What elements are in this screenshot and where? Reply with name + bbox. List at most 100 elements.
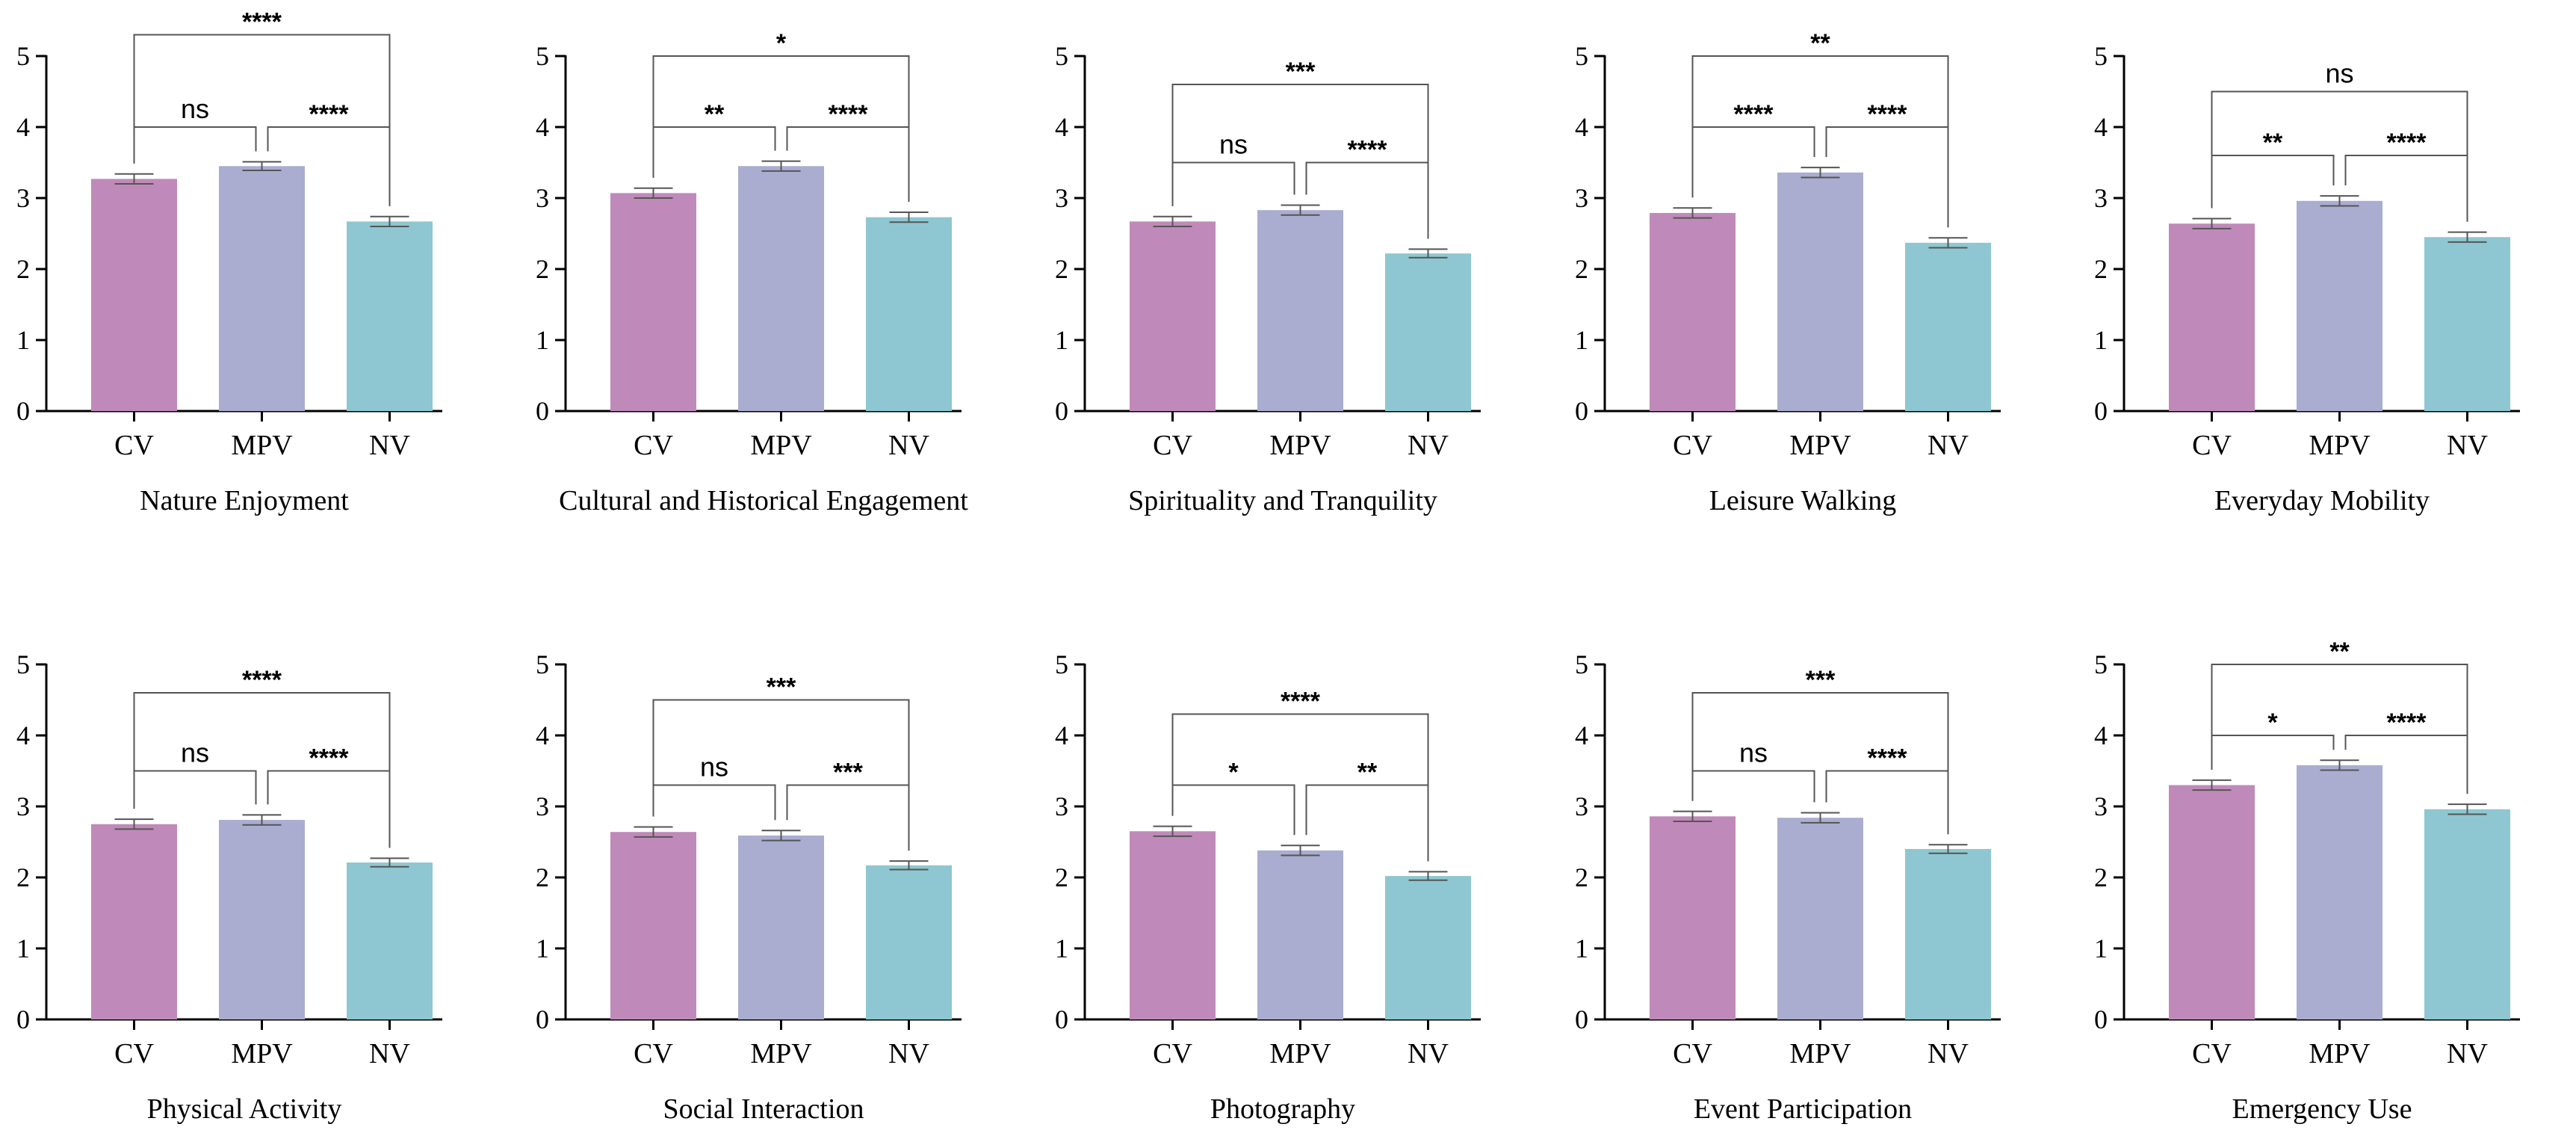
chart-title: Emergency Use [2232, 1093, 2412, 1125]
error-bar [2447, 803, 2487, 815]
y-tick-label: 5 [1055, 649, 1068, 679]
y-tick-label: 0 [16, 1004, 30, 1034]
error-bar [114, 173, 154, 185]
chart-panel-6: 0 1 2 3 4 5 CV MPV NV Physical Activity ns **** **** [16, 649, 442, 1125]
x-tick-label: NV [888, 1038, 929, 1069]
significance-label: *** [1286, 58, 1316, 86]
x-tick-label: CV [1153, 430, 1192, 461]
y-tick-label: 4 [536, 720, 549, 750]
significance-label: **** [1281, 688, 1321, 716]
y-tick-label: 4 [1055, 112, 1068, 142]
x-tick-label: CV [1673, 1038, 1712, 1069]
bar-nv [1905, 242, 1991, 411]
x-tick-label: NV [1408, 430, 1449, 461]
bar-mpv [1257, 850, 1343, 1019]
y-tick-label: 0 [1575, 1004, 1588, 1034]
bar-nv [866, 217, 952, 411]
significance-label: * [2267, 709, 2278, 737]
significance-bracket: **** [133, 8, 391, 206]
y-tick-label: 2 [16, 254, 30, 284]
y-tick-label: 5 [1575, 41, 1588, 71]
significance-label: **** [1868, 100, 1908, 129]
significance-label: ** [1810, 29, 1830, 58]
error-bar [1928, 237, 1968, 249]
y-tick-label: 3 [16, 791, 30, 821]
significance-bracket: **** [2344, 709, 2468, 794]
chart-title: Leisure Walking [1709, 485, 1897, 516]
x-tick-label: MPV [2309, 1038, 2371, 1069]
x-tick-label: NV [888, 430, 929, 461]
bar-mpv [1777, 818, 1863, 1019]
significance-bracket: **** [786, 100, 910, 202]
significance-label: *** [1806, 666, 1836, 694]
chart-title: Cultural and Historical Engagement [559, 485, 968, 516]
bar-nv [866, 865, 952, 1019]
error-bar [634, 826, 673, 838]
error-bar [1281, 845, 1320, 856]
x-tick-label: MPV [750, 1038, 812, 1069]
y-tick-label: 3 [1055, 183, 1068, 213]
x-tick-label: CV [114, 1038, 154, 1069]
significance-bracket: ** [2211, 638, 2468, 794]
x-tick-label: NV [1408, 1038, 1449, 1069]
y-tick-label: 3 [536, 791, 549, 821]
bar-nv [347, 862, 433, 1019]
significance-label: * [776, 29, 787, 58]
significance-label: ns [1219, 129, 1248, 160]
chart-panel-2: 0 1 2 3 4 5 CV MPV NV Cultural and Historical Eng… [536, 29, 968, 516]
error-bar [1153, 825, 1192, 837]
y-tick-label: 1 [536, 933, 549, 963]
y-tick-label: 5 [536, 41, 549, 71]
x-tick-label: NV [2447, 1038, 2488, 1069]
significance-label: **** [2387, 709, 2427, 737]
significance-bracket: * [652, 29, 910, 202]
bar-mpv [738, 166, 824, 411]
significance-label: **** [1348, 136, 1388, 164]
significance-bracket: ** [652, 100, 776, 178]
bar-mpv [219, 166, 305, 411]
bar-cv [1650, 816, 1736, 1019]
bar-nv [1905, 849, 1991, 1019]
y-tick-label: 0 [536, 1004, 549, 1034]
error-bar [2192, 217, 2232, 229]
chart-title: Event Participation [1694, 1093, 1912, 1125]
significance-label: ** [2329, 638, 2350, 666]
bar-cv [2169, 223, 2255, 411]
chart-title: Photography [1210, 1093, 1355, 1125]
significance-label: ns [181, 93, 209, 124]
error-bar [1928, 844, 1968, 854]
significance-bracket: **** [1305, 136, 1429, 239]
error-bar [2192, 779, 2232, 791]
x-tick-label: MPV [1269, 1038, 1331, 1069]
significance-label: ns [2325, 58, 2353, 89]
y-tick-label: 4 [1055, 720, 1068, 750]
y-tick-label: 0 [1055, 1004, 1068, 1034]
x-tick-label: CV [634, 1038, 673, 1069]
y-tick-label: 4 [536, 112, 549, 142]
chart-title: Spirituality and Tranquility [1128, 485, 1437, 516]
y-tick-label: 5 [536, 649, 549, 679]
bar-cv [1130, 221, 1216, 411]
significance-bracket: ns [133, 738, 257, 809]
y-tick-label: 1 [16, 325, 30, 355]
significance-label: ns [1739, 738, 1768, 768]
y-tick-label: 4 [1575, 112, 1588, 142]
error-bar [2447, 231, 2487, 243]
y-tick-label: 3 [16, 183, 30, 213]
x-tick-label: MPV [2309, 430, 2371, 461]
significance-label: **** [1868, 744, 1908, 773]
y-tick-label: 4 [16, 720, 30, 750]
y-tick-label: 1 [536, 325, 549, 355]
significance-label: * [1228, 759, 1239, 787]
bar-mpv [1257, 210, 1343, 411]
significance-bracket: ** [1691, 29, 1949, 228]
bar-cv [2169, 785, 2255, 1019]
significance-label: **** [309, 100, 350, 129]
bar-nv [347, 221, 433, 411]
error-bar [634, 187, 673, 199]
